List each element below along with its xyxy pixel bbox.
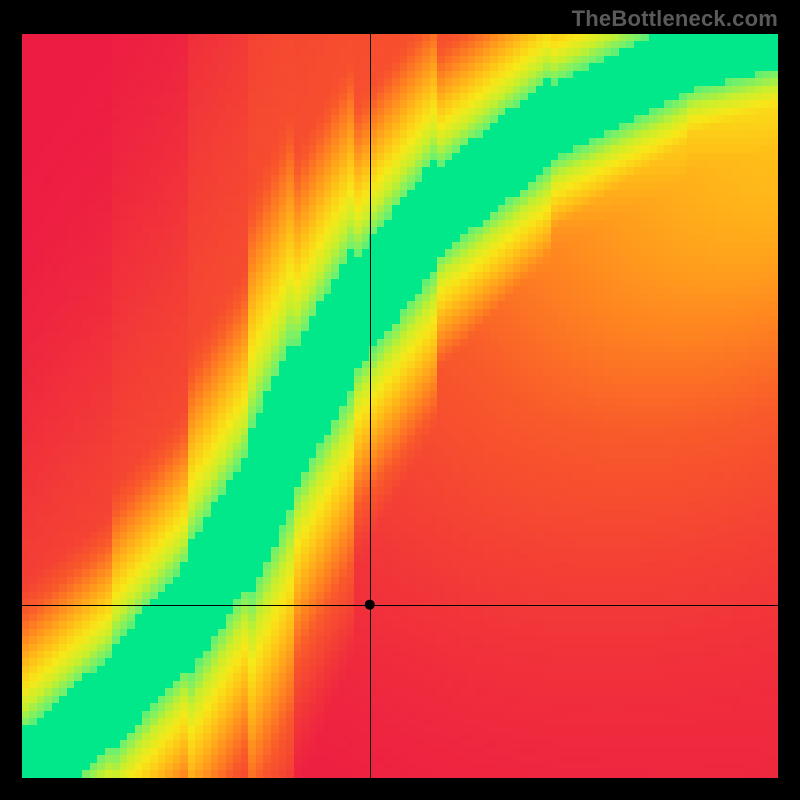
- watermark-text: TheBottleneck.com: [572, 6, 778, 32]
- heatmap-canvas: [22, 34, 778, 778]
- chart-container: TheBottleneck.com: [0, 0, 800, 800]
- plot-area: [22, 34, 778, 778]
